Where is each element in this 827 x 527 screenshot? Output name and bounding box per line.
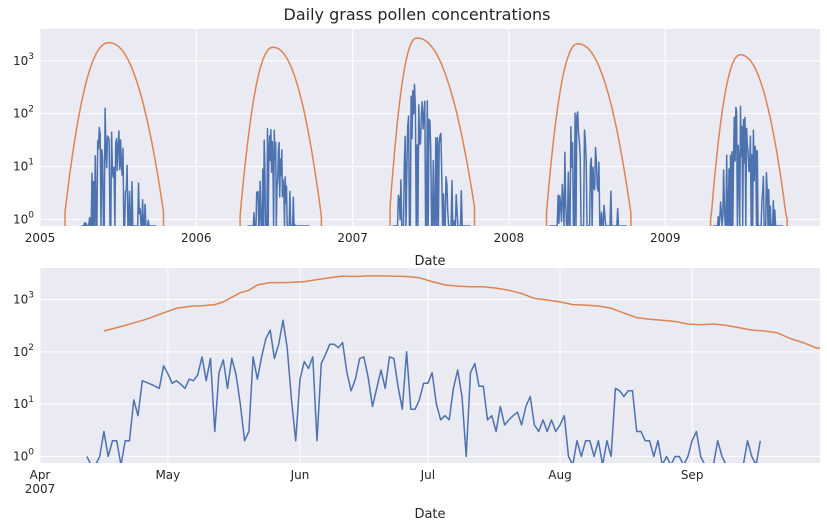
y-tick-label: 101	[13, 395, 34, 411]
y-tick-label: 100	[13, 447, 34, 463]
series-bottom	[86, 275, 820, 463]
daily-line	[392, 83, 471, 226]
x-tick-label: Jun	[290, 468, 310, 482]
cumulative-line	[64, 41, 165, 226]
x-tick-label: Apr	[30, 468, 51, 482]
x-tick-label: Sep	[681, 468, 704, 482]
y-tick-label: 100	[13, 210, 34, 226]
y-tick-label: 103	[13, 52, 34, 68]
x-tick-label: 2008	[494, 231, 525, 245]
y-tick-label: 103	[13, 291, 34, 307]
daily-line	[81, 107, 157, 226]
series-top	[64, 37, 788, 226]
grid-bottom	[39, 268, 820, 463]
daily-line	[548, 111, 627, 226]
x-tick-label: Aug	[548, 468, 571, 482]
ticks-top: 100 101 102 103 2005 2006 2007 2008 2009	[13, 52, 681, 245]
x-tick-label: May	[155, 468, 180, 482]
y-tick-label: 101	[13, 158, 34, 174]
x-tick-label: 2006	[181, 231, 212, 245]
cumulative-line	[545, 43, 632, 226]
x-tick-label: 2005	[25, 231, 56, 245]
daily-line	[86, 319, 762, 463]
x-tick-label: 2009	[650, 231, 681, 245]
plot-area-bottom	[40, 268, 820, 463]
x-tick-sublabel: 2007	[25, 482, 56, 496]
x-axis-label-bottom: Date	[414, 507, 445, 522]
y-tick-label: 102	[13, 105, 34, 121]
cumulative-line	[239, 46, 323, 226]
daily-line	[247, 127, 310, 226]
cumulative-line	[709, 54, 788, 226]
chart-top: 100 101 102 103 2005 2006 2007 2008 2009 Date	[13, 29, 820, 269]
y-tick-label: 102	[13, 343, 34, 359]
x-tick-label: Jul	[420, 468, 435, 482]
cumulative-line	[103, 275, 820, 350]
grid-top	[39, 29, 820, 226]
daily-line	[712, 105, 784, 226]
x-axis-label-top: Date	[414, 254, 445, 269]
x-tick-label: 2007	[337, 231, 368, 245]
figure-title: Daily grass pollen concentrations	[284, 5, 551, 24]
cumulative-line	[389, 37, 476, 226]
